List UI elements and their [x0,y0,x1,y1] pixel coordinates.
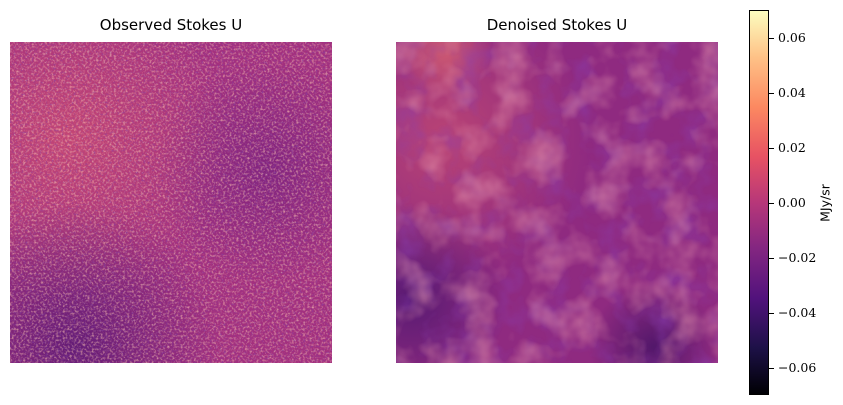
observed-map-title: Observed Stokes U [99,16,243,34]
observed-map-image [10,42,332,363]
colorbar-tick [769,367,774,369]
colorbar-tick-label: −0.04 [778,304,817,320]
colorbar-tick [769,147,774,149]
colorbar-tick [769,257,774,259]
colorbar-tick [769,92,774,94]
colorbar-tick-label: 0.02 [778,139,806,155]
colorbar-tick [769,312,774,314]
colorbar-tick-label: 0.04 [778,84,806,100]
colorbar-tick-label: 0.00 [778,194,806,210]
colorbar-tick [769,37,774,39]
colorbar [749,10,769,395]
colorbar-tick [769,202,774,204]
colorbar-tick-label: −0.02 [778,249,817,265]
colorbar-tick-label: 0.06 [778,29,806,45]
observed-stokes-u-map [10,42,332,363]
colorbar-tick-label: −0.06 [778,359,817,375]
denoised-map-image [396,42,718,363]
denoised-stokes-u-map [396,42,718,363]
colorbar-label: MJy/sr [817,184,833,222]
denoised-map-title: Denoised Stokes U [486,16,628,34]
